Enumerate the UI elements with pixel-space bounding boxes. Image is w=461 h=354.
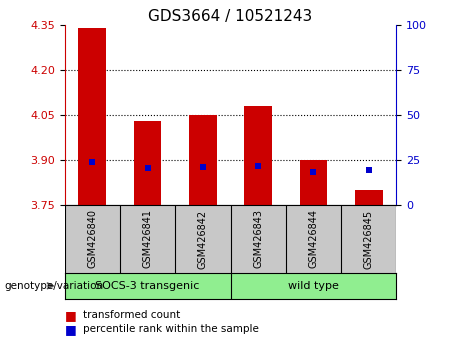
Text: GSM426843: GSM426843: [253, 210, 263, 268]
Bar: [244, 106, 272, 205]
Text: GSM426845: GSM426845: [364, 209, 374, 269]
Bar: [355, 190, 383, 205]
Text: GSM426841: GSM426841: [142, 210, 153, 268]
Text: GSM426844: GSM426844: [308, 210, 319, 268]
Text: genotype/variation: genotype/variation: [5, 281, 104, 291]
Title: GDS3664 / 10521243: GDS3664 / 10521243: [148, 8, 313, 24]
Bar: [300, 160, 327, 205]
Bar: [134, 121, 161, 205]
Text: ■: ■: [65, 323, 76, 336]
Text: GSM426840: GSM426840: [87, 210, 97, 268]
Bar: [78, 28, 106, 205]
Text: ■: ■: [65, 309, 76, 321]
Text: percentile rank within the sample: percentile rank within the sample: [83, 324, 259, 334]
Text: wild type: wild type: [288, 281, 339, 291]
Text: SOCS-3 transgenic: SOCS-3 transgenic: [95, 281, 200, 291]
Bar: [189, 115, 217, 205]
Text: transformed count: transformed count: [83, 310, 180, 320]
Text: GSM426842: GSM426842: [198, 209, 208, 269]
